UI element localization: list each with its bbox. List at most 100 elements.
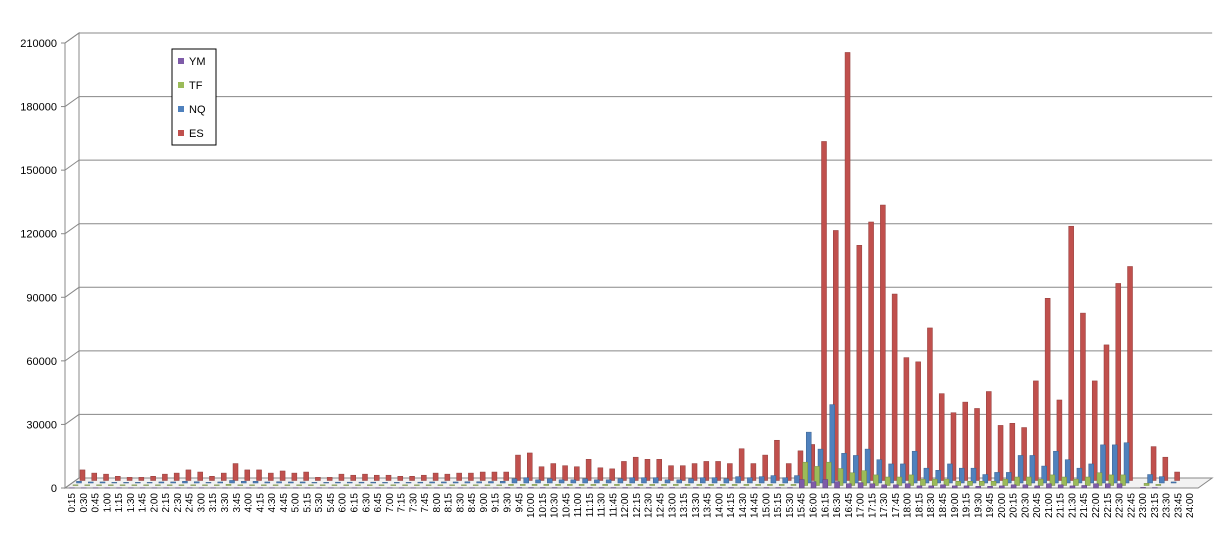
bar xyxy=(520,484,526,486)
bar xyxy=(637,484,644,486)
x-tick-label: 6:45 xyxy=(373,493,384,513)
bar xyxy=(943,478,950,486)
bar xyxy=(688,478,694,484)
bar xyxy=(668,465,674,481)
bar xyxy=(884,476,891,486)
bar xyxy=(893,484,899,489)
bar xyxy=(876,459,883,484)
bar xyxy=(700,477,706,484)
bar xyxy=(1091,380,1098,481)
x-tick-label: 16:00 xyxy=(809,493,820,518)
bar xyxy=(326,477,333,481)
bar xyxy=(468,472,474,481)
grid-line xyxy=(64,159,1213,171)
bar xyxy=(1041,465,1047,484)
bar xyxy=(338,473,345,481)
bar xyxy=(802,461,808,486)
bar xyxy=(794,475,800,484)
bar xyxy=(432,472,439,481)
bar xyxy=(296,484,302,486)
bar xyxy=(279,470,286,481)
x-tick-label: 3:15 xyxy=(208,493,219,513)
bar xyxy=(449,484,455,486)
bar xyxy=(578,484,585,486)
x-tick-label: 16:45 xyxy=(844,493,855,518)
bar xyxy=(708,484,714,486)
bar xyxy=(720,484,726,486)
bar xyxy=(940,484,946,489)
legend-label: NQ xyxy=(189,104,206,116)
bar xyxy=(861,470,867,486)
bar xyxy=(758,476,765,484)
bar xyxy=(1096,472,1103,486)
bar xyxy=(535,479,541,484)
bar xyxy=(479,471,486,481)
bar xyxy=(441,481,447,484)
bar xyxy=(370,481,376,484)
bar xyxy=(76,481,82,484)
bar xyxy=(220,472,227,481)
x-tick-label: 6:00 xyxy=(338,493,349,513)
bar xyxy=(108,484,114,486)
x-tick-label: 13:00 xyxy=(667,493,678,518)
bar xyxy=(185,469,192,481)
bar xyxy=(429,481,435,484)
bar xyxy=(252,481,259,484)
bar xyxy=(232,463,239,481)
bar xyxy=(261,484,267,486)
x-tick-label: 9:00 xyxy=(479,493,490,513)
bar xyxy=(1033,380,1039,481)
bar xyxy=(511,478,518,484)
bar xyxy=(834,481,840,489)
bar xyxy=(503,471,509,481)
bar xyxy=(1029,455,1036,484)
bar xyxy=(1103,344,1110,481)
bar xyxy=(950,412,957,481)
bar xyxy=(782,477,788,484)
bar xyxy=(523,477,530,484)
bar xyxy=(703,461,710,481)
x-tick-label: 19:30 xyxy=(973,493,984,518)
x-tick-label: 22:30 xyxy=(1115,493,1126,518)
bar xyxy=(979,481,985,486)
bar xyxy=(182,481,188,484)
bar xyxy=(837,468,844,486)
bar xyxy=(1112,444,1118,484)
bar xyxy=(1120,474,1126,486)
bar xyxy=(308,484,314,486)
x-tick-label: 20:00 xyxy=(997,493,1008,518)
bar xyxy=(378,484,385,486)
bar xyxy=(79,469,86,481)
bar xyxy=(138,477,145,481)
bar xyxy=(323,482,329,484)
bar xyxy=(935,470,941,484)
bar xyxy=(625,484,632,486)
x-tick-label: 8:30 xyxy=(455,493,466,513)
x-tick-label: 10:30 xyxy=(550,493,561,518)
bar xyxy=(1127,266,1133,481)
bar xyxy=(963,485,970,489)
y-tick-label: 30000 xyxy=(26,419,57,431)
bar xyxy=(229,480,235,484)
bar xyxy=(868,221,874,481)
bar xyxy=(994,472,1000,484)
x-tick-label: 12:45 xyxy=(656,493,667,518)
x-tick-label: 0:15 xyxy=(67,493,78,513)
x-tick-label: 12:00 xyxy=(620,493,631,518)
bar xyxy=(927,327,933,481)
bar xyxy=(1056,399,1063,481)
bar xyxy=(747,477,753,484)
x-tick-label: 7:30 xyxy=(408,493,419,513)
x-tick-label: 14:30 xyxy=(738,493,749,518)
bar xyxy=(150,476,156,481)
bar xyxy=(676,479,683,484)
x-tick-label: 15:00 xyxy=(761,493,772,518)
bar xyxy=(920,478,926,486)
x-tick-label: 19:15 xyxy=(962,493,973,518)
y-tick-label: 90000 xyxy=(26,292,57,304)
bar xyxy=(1034,485,1040,489)
bar xyxy=(785,463,792,481)
bar xyxy=(527,452,533,481)
